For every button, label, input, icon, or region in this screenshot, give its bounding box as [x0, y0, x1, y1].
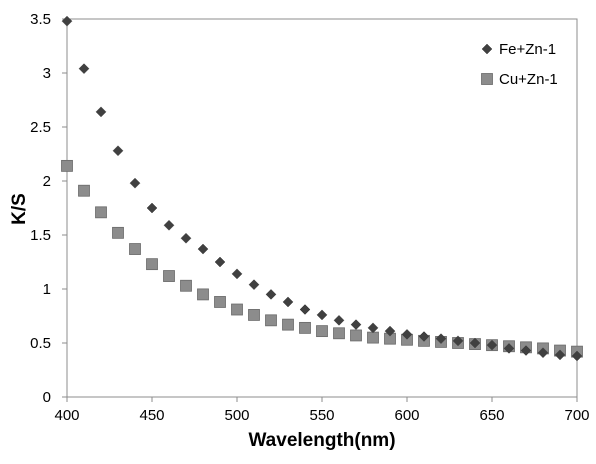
data-point	[435, 333, 447, 345]
data-point	[78, 184, 90, 197]
data-point	[248, 309, 260, 321]
data-point	[248, 279, 260, 291]
data-point	[333, 314, 345, 326]
legend-label: Fe+Zn-1	[499, 41, 556, 58]
x-tick-label: 400	[54, 407, 79, 424]
data-point	[316, 309, 328, 321]
data-point	[367, 322, 379, 334]
data-point	[61, 15, 73, 27]
y-tick-label: 3.5	[30, 11, 51, 28]
data-point	[163, 219, 175, 231]
legend: Fe+Zn-1 Cu+Zn-1	[481, 41, 558, 88]
data-point	[486, 339, 498, 351]
legend-label: Cu+Zn-1	[499, 71, 558, 88]
x-tick-label: 600	[394, 407, 419, 424]
data-point	[129, 243, 141, 255]
y-axis-title: K/S	[9, 193, 30, 225]
y-tick-label: 0.5	[30, 335, 51, 352]
data-point	[384, 325, 396, 337]
data-point	[367, 331, 379, 344]
data-point	[299, 304, 311, 315]
data-point	[316, 325, 328, 338]
data-point	[265, 289, 277, 300]
data-point	[231, 303, 243, 316]
data-point	[452, 335, 464, 347]
data-point	[350, 319, 362, 330]
data-point	[554, 349, 566, 361]
data-point	[146, 258, 158, 271]
y-tick-label: 1.5	[30, 227, 51, 244]
data-point	[95, 206, 107, 219]
data-point	[401, 329, 413, 340]
y-tick-label: 0	[43, 389, 51, 406]
data-point	[282, 296, 294, 308]
data-series	[61, 15, 583, 362]
x-tick-label: 700	[564, 407, 589, 424]
tick-labels: 0 0.5 1 1.5 2 2.5 3 3.5 400 450 500 550 600 650 700	[30, 11, 589, 424]
data-point	[350, 329, 362, 342]
data-point	[418, 331, 430, 342]
data-point	[112, 226, 124, 239]
data-point	[469, 337, 481, 349]
x-tick-label: 650	[479, 407, 504, 424]
x-tick-label: 450	[139, 407, 164, 424]
data-point	[503, 343, 515, 354]
data-point	[265, 314, 277, 327]
data-point	[231, 268, 243, 280]
x-tick-label: 500	[224, 407, 249, 424]
data-point	[197, 243, 209, 255]
legend-marker	[481, 73, 493, 85]
data-point	[146, 202, 158, 214]
axes	[62, 18, 578, 402]
y-tick-label: 3	[43, 65, 51, 82]
data-point	[333, 327, 345, 340]
legend-marker	[481, 43, 493, 55]
data-point	[299, 321, 311, 334]
data-point	[214, 296, 226, 308]
data-point	[214, 256, 226, 268]
data-point	[78, 63, 90, 75]
data-point	[537, 347, 549, 359]
data-point	[163, 270, 175, 282]
data-point	[180, 232, 192, 244]
data-point	[112, 145, 124, 157]
data-point	[282, 318, 294, 331]
data-point	[571, 350, 583, 362]
data-point	[180, 279, 192, 292]
data-point	[520, 345, 532, 356]
x-axis-title: Wavelength(nm)	[248, 430, 395, 451]
data-point	[129, 177, 141, 189]
y-tick-label: 2	[43, 173, 51, 190]
y-tick-label: 2.5	[30, 119, 51, 136]
x-tick-label: 550	[309, 407, 334, 424]
data-point	[61, 159, 73, 172]
data-point	[197, 288, 209, 301]
series-diamond	[61, 15, 583, 362]
data-point	[95, 106, 107, 118]
y-tick-label: 1	[43, 281, 51, 298]
